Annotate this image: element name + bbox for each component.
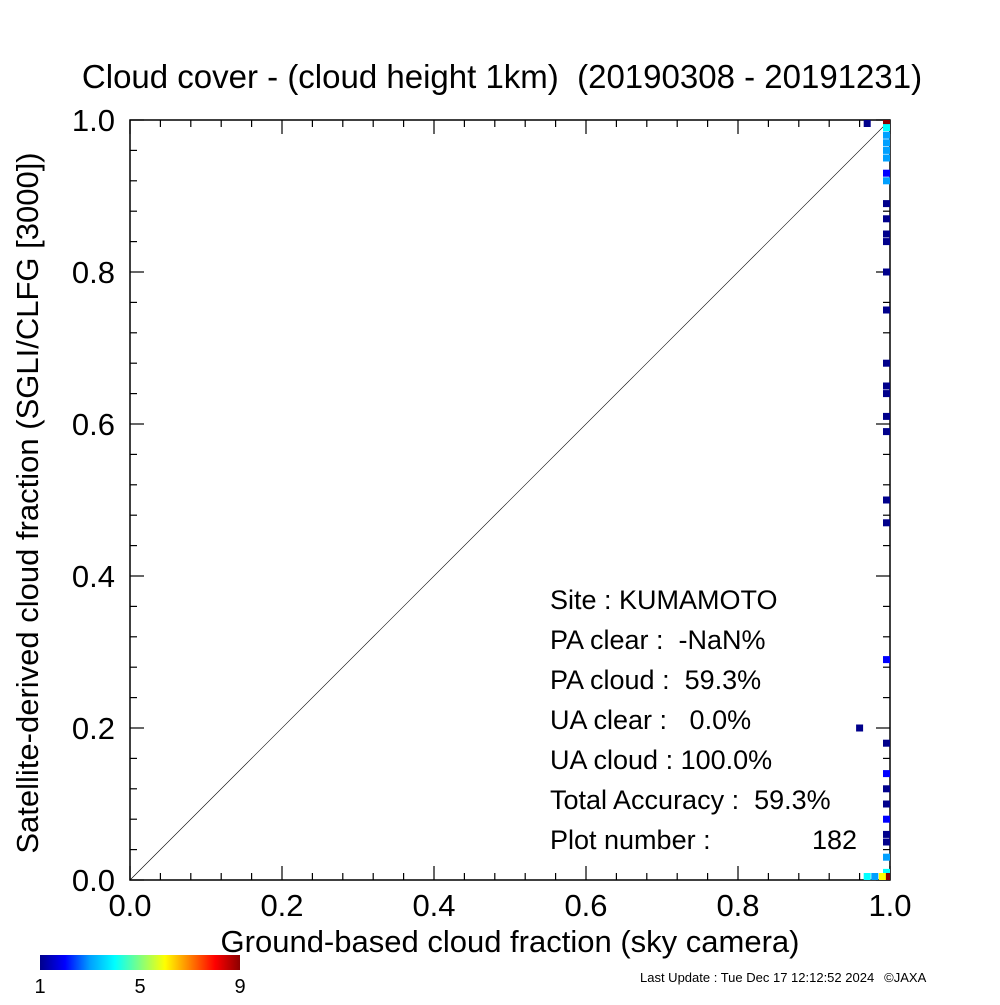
data-point (883, 830, 890, 838)
data-point (883, 268, 890, 276)
y-axis-tick-labels: 0.0 0.2 0.4 0.6 0.8 1.0 (72, 103, 115, 898)
x-tick-label: 0.2 (260, 888, 303, 923)
footer: Last Update : Tue Dec 17 12:12:52 2024 ©J… (640, 970, 926, 985)
data-point (883, 120, 890, 127)
data-point (883, 785, 890, 793)
x-tick-label: 0.8 (716, 888, 759, 923)
data-point (871, 873, 879, 880)
colorbar-tick-label: 1 (34, 976, 45, 998)
data-point (883, 838, 890, 846)
x-tick-label: 0.0 (108, 888, 151, 923)
data-point (883, 131, 890, 139)
data-point (883, 800, 890, 808)
data-point (883, 770, 890, 778)
x-tick-label: 0.6 (564, 888, 607, 923)
data-point (883, 656, 890, 664)
data-point (883, 739, 890, 747)
data-point (883, 815, 890, 823)
data-point (883, 200, 890, 208)
last-update-text: Last Update : Tue Dec 17 12:12:52 2024 (640, 970, 875, 985)
stat-pa-cloud: PA cloud : 59.3% (550, 665, 761, 695)
chart-title: Cloud cover - (cloud height 1km) (201903… (82, 58, 922, 95)
data-point (883, 873, 890, 880)
data-point (883, 230, 890, 238)
data-points (856, 120, 890, 880)
stat-ua-cloud: UA cloud : 100.0% (550, 745, 772, 775)
data-point (883, 359, 890, 367)
data-point (883, 412, 890, 420)
y-tick-label: 0.6 (72, 407, 115, 442)
data-point (883, 382, 890, 390)
y-tick-label: 0.0 (72, 863, 115, 898)
data-point (863, 120, 871, 127)
data-point (883, 868, 890, 876)
data-point (883, 496, 890, 504)
y-tick-label: 0.8 (72, 255, 115, 290)
data-point (883, 177, 890, 185)
copyright-text: ©JAXA (884, 970, 927, 985)
stat-plot-number-label: Plot number : (550, 825, 711, 855)
data-point (883, 169, 890, 177)
data-point (883, 853, 890, 861)
one-to-one-line (129, 119, 891, 881)
stats-block: Site : KUMAMOTO PA clear : -NaN% PA clou… (550, 585, 857, 855)
stat-site: Site : KUMAMOTO (550, 585, 778, 615)
x-tick-label: 1.0 (868, 888, 911, 923)
data-point (883, 390, 890, 398)
plot-area (129, 119, 891, 881)
colorbar-tick-label: 5 (134, 976, 145, 998)
x-tick-label: 0.4 (412, 888, 455, 923)
data-point (883, 124, 890, 132)
y-tick-label: 0.2 (72, 711, 115, 746)
y-tick-label: 0.4 (72, 559, 115, 594)
colorbar-gradient (40, 955, 240, 970)
axis-ticks (129, 119, 891, 881)
data-point (883, 238, 890, 246)
colorbar-tick-labels: 1 5 9 (34, 976, 245, 998)
stat-total-accuracy: Total Accuracy : 59.3% (550, 785, 831, 815)
data-point (856, 724, 864, 732)
data-point (878, 873, 886, 880)
stat-ua-clear: UA clear : 0.0% (550, 705, 751, 735)
stat-plot-number-value: 182 (812, 825, 857, 855)
colorbar: 1 5 9 (34, 955, 246, 998)
data-point (883, 215, 890, 223)
data-point (883, 154, 890, 162)
data-point (883, 519, 890, 527)
y-tick-label: 1.0 (72, 103, 115, 138)
data-point (863, 873, 871, 880)
y-axis-label: Satellite-derived cloud fraction (SGLI/C… (10, 152, 45, 853)
data-point (883, 306, 890, 314)
colorbar-tick-label: 9 (234, 976, 245, 998)
x-axis-tick-labels: 0.0 0.2 0.4 0.6 0.8 1.0 (108, 888, 911, 923)
data-point (883, 146, 890, 154)
data-point (883, 428, 890, 436)
stat-pa-clear: PA clear : -NaN% (550, 625, 766, 655)
data-point (883, 139, 890, 147)
x-axis-label: Ground-based cloud fraction (sky camera) (221, 924, 800, 959)
